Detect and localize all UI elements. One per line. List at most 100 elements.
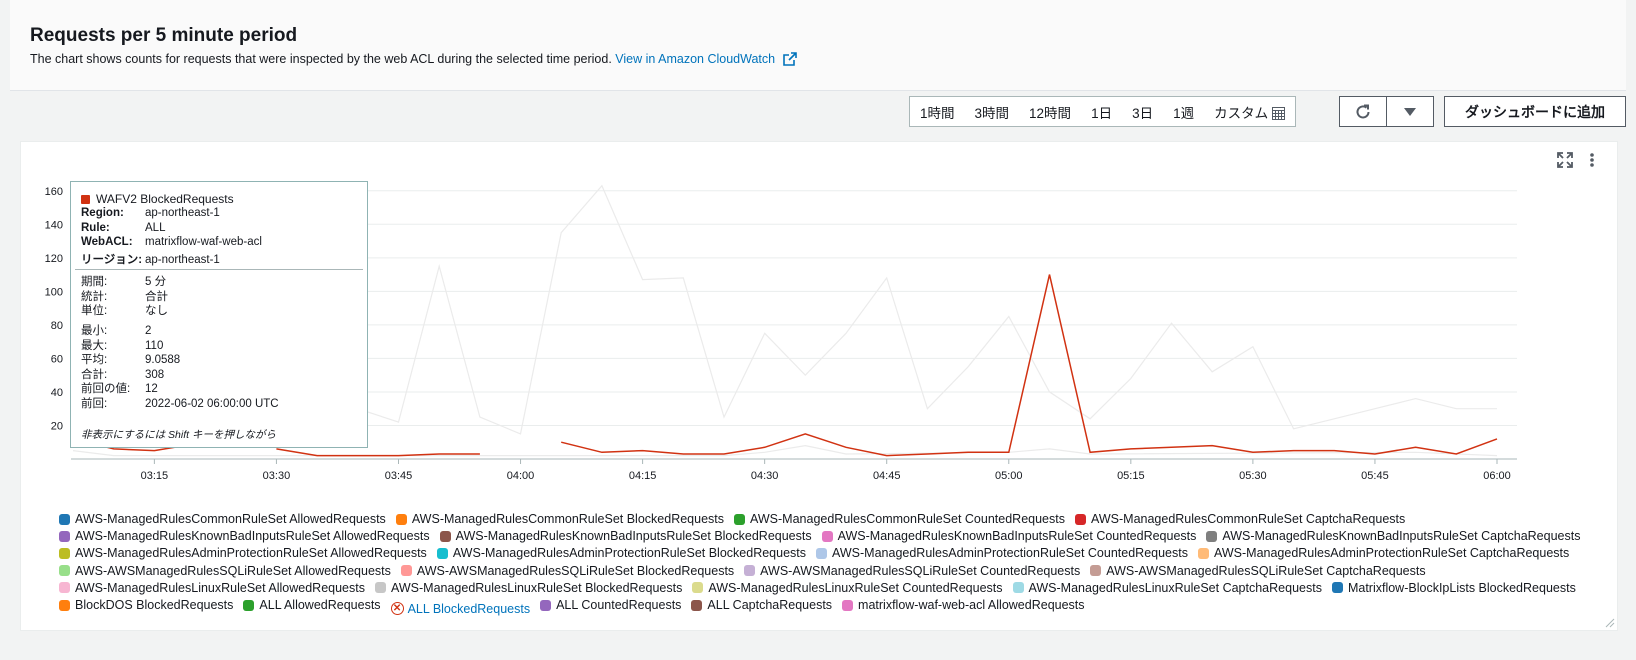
- tooltip-value: 2022-06-02 06:00:00 UTC: [145, 397, 279, 410]
- external-link-icon[interactable]: [782, 52, 797, 66]
- legend-label: AWS-ManagedRulesAdminProtectionRuleSet B…: [452, 546, 806, 561]
- legend-label: AWS-ManagedRulesAdminProtectionRuleSet C…: [1213, 546, 1570, 561]
- add-to-dashboard-button[interactable]: ダッシュボードに追加: [1444, 96, 1626, 127]
- legend-label: AWS-ManagedRulesKnownBadInputsRuleSet Ca…: [1222, 529, 1581, 544]
- legend-item[interactable]: ALL CaptchaRequests: [691, 598, 832, 612]
- legend-label: AWS-ManagedRulesKnownBadInputsRuleSet Al…: [75, 529, 430, 544]
- legend-item[interactable]: AWS-ManagedRulesAdminProtectionRuleSet C…: [816, 546, 1188, 560]
- x-tick-label: 04:45: [873, 470, 901, 482]
- series-line[interactable]: [72, 444, 1498, 457]
- legend-item[interactable]: AWS-ManagedRulesLinuxRuleSet BlockedRequ…: [374, 581, 682, 595]
- legend-item[interactable]: AWS-ManagedRulesCommonRuleSet CaptchaReq…: [1074, 512, 1405, 526]
- calendar-icon: [1272, 106, 1286, 120]
- resize-handle-icon[interactable]: [1605, 618, 1615, 628]
- legend-item[interactable]: AWS-ManagedRulesKnownBadInputsRuleSet Ca…: [1206, 529, 1580, 543]
- series-line[interactable]: [316, 184, 1497, 435]
- range-1h[interactable]: 1時間: [920, 105, 955, 121]
- legend-swatch: [1197, 547, 1209, 559]
- tooltip-value: ALL: [145, 221, 166, 234]
- legend-item[interactable]: AWS-ManagedRulesAdminProtectionRuleSet C…: [1197, 546, 1570, 561]
- legend-label: AWS-AWSManagedRulesSQLiRuleSet CaptchaRe…: [1106, 563, 1426, 578]
- refresh-icon: [1356, 104, 1370, 118]
- legend-item[interactable]: ALL AllowedRequests: [243, 598, 381, 612]
- legend-label: AWS-ManagedRulesAdminProtectionRuleSet A…: [75, 546, 427, 561]
- legend-swatch: [1012, 582, 1024, 594]
- legend-item[interactable]: AWS-AWSManagedRulesSQLiRuleSet CaptchaRe…: [1090, 563, 1426, 578]
- hide-series-icon[interactable]: ✕: [390, 602, 404, 615]
- range-1w[interactable]: 1週: [1173, 105, 1195, 121]
- more-actions-icon[interactable]: [1589, 152, 1595, 168]
- legend-swatch: [821, 530, 833, 542]
- x-tick-label: 04:30: [751, 470, 779, 482]
- range-12h[interactable]: 12時間: [1029, 105, 1072, 121]
- legend-item[interactable]: AWS-AWSManagedRulesSQLiRuleSet BlockedRe…: [400, 563, 735, 578]
- legend-item[interactable]: AWS-ManagedRulesKnownBadInputsRuleSet Bl…: [439, 529, 812, 543]
- legend-swatch: [400, 565, 412, 577]
- tooltip-value: 合計: [145, 290, 168, 303]
- tooltip-key: 最大:: [81, 339, 108, 352]
- legend-swatch: [439, 530, 451, 542]
- legend-label: ALL CaptchaRequests: [707, 598, 833, 612]
- tooltip-row: 最大: 110: [81, 337, 163, 353]
- refresh-button[interactable]: [1339, 96, 1387, 127]
- tooltip-value: ap-northeast-1: [145, 207, 220, 219]
- legend-swatch: [816, 547, 827, 559]
- range-3d[interactable]: 3日: [1132, 105, 1154, 121]
- legend-label: AWS-ManagedRulesCommonRuleSet CountedReq…: [750, 512, 1065, 526]
- legend-item[interactable]: AWS-ManagedRulesAdminProtectionRuleSet A…: [59, 546, 427, 560]
- x-tick-label: 03:15: [141, 470, 169, 482]
- range-3h[interactable]: 3時間: [974, 105, 1010, 121]
- time-range-selector: 1時間 3時間 12時間 1日 3日 1週 カスタム: [909, 96, 1297, 127]
- legend-item[interactable]: AWS-ManagedRulesCommonRuleSet AllowedReq…: [59, 512, 386, 526]
- tooltip-value: 110: [145, 339, 164, 352]
- tooltip-title: WAFV2 BlockedRequests: [81, 192, 234, 206]
- legend-row: AWS-AWSManagedRulesSQLiRuleSet AllowedRe…: [59, 564, 1436, 580]
- y-tick-label: 20: [51, 420, 63, 432]
- legend-item[interactable]: AWS-AWSManagedRulesSQLiRuleSet AllowedRe…: [59, 564, 391, 578]
- legend-label: AWS-AWSManagedRulesSQLiRuleSet BlockedRe…: [416, 563, 735, 578]
- x-tick-label: 06:00: [1483, 470, 1511, 482]
- legend-swatch: [1331, 582, 1343, 594]
- legend-item[interactable]: ALL CountedRequests: [540, 598, 681, 612]
- legend-swatch: [395, 513, 407, 525]
- legend-label: AWS-ManagedRulesLinuxRuleSet CaptchaRequ…: [1028, 580, 1322, 595]
- tooltip-key: 前回の値:: [81, 383, 131, 395]
- legend-item[interactable]: AWS-ManagedRulesLinuxRuleSet AllowedRequ…: [59, 581, 365, 595]
- range-1d[interactable]: 1日: [1091, 105, 1113, 121]
- tooltip-key: リージョン:: [81, 253, 143, 266]
- legend-item[interactable]: AWS-ManagedRulesLinuxRuleSet CaptchaRequ…: [1012, 580, 1322, 595]
- refresh-options-dropdown[interactable]: [1386, 96, 1434, 127]
- y-tick-label: 60: [51, 353, 63, 365]
- tooltip-swatch: [81, 194, 90, 204]
- tooltip-key: 前回:: [81, 397, 108, 410]
- tooltip-row: Region: ap-northeast-1: [81, 207, 220, 219]
- range-custom[interactable]: カスタム: [1204, 102, 1295, 122]
- tooltip-key: 統計:: [81, 290, 108, 303]
- tooltip-value: 5 分: [145, 276, 167, 288]
- y-tick-label: 40: [51, 387, 63, 399]
- legend-item[interactable]: AWS-ManagedRulesKnownBadInputsRuleSet Co…: [821, 529, 1196, 543]
- tooltip-row: Rule: ALL: [81, 222, 165, 234]
- legend-label: Matrixflow-BlockIpLists BlockedRequests: [1347, 580, 1576, 595]
- legend-item[interactable]: AWS-ManagedRulesAdminProtectionRuleSet B…: [436, 546, 806, 561]
- tooltip-value: なし: [145, 305, 168, 317]
- legend-label: AWS-AWSManagedRulesSQLiRuleSet AllowedRe…: [75, 563, 391, 578]
- legend-item[interactable]: ✕ ALL BlockedRequests: [390, 602, 530, 616]
- expand-icon[interactable]: [1557, 152, 1573, 168]
- legend-swatch: [1090, 565, 1102, 577]
- y-tick-label: 80: [51, 320, 63, 332]
- tooltip-key: Region:: [81, 207, 124, 219]
- cloudwatch-link[interactable]: View in Amazon CloudWatch: [615, 52, 776, 66]
- legend-item[interactable]: AWS-ManagedRulesKnownBadInputsRuleSet Al…: [59, 529, 430, 543]
- legend-item[interactable]: AWS-AWSManagedRulesSQLiRuleSet CountedRe…: [744, 564, 1080, 578]
- legend-item[interactable]: AWS-ManagedRulesCommonRuleSet CountedReq…: [734, 512, 1065, 526]
- custom-label: カスタム: [1214, 105, 1269, 121]
- legend-item[interactable]: matrixflow-waf-web-acl AllowedRequests: [842, 598, 1085, 612]
- legend-item[interactable]: AWS-ManagedRulesLinuxRuleSet CountedRequ…: [692, 581, 1003, 595]
- legend-item[interactable]: AWS-ManagedRulesCommonRuleSet BlockedReq…: [395, 512, 724, 526]
- page-title: Requests per 5 minute period: [30, 25, 298, 46]
- legend-row: AWS-ManagedRulesKnownBadInputsRuleSet Al…: [59, 529, 1590, 545]
- legend-item[interactable]: Matrixflow-BlockIpLists BlockedRequests: [1331, 580, 1576, 595]
- legend-item[interactable]: BlockDOS BlockedRequests: [59, 598, 233, 612]
- tooltip-value: matrixflow-waf-web-acl: [145, 236, 262, 248]
